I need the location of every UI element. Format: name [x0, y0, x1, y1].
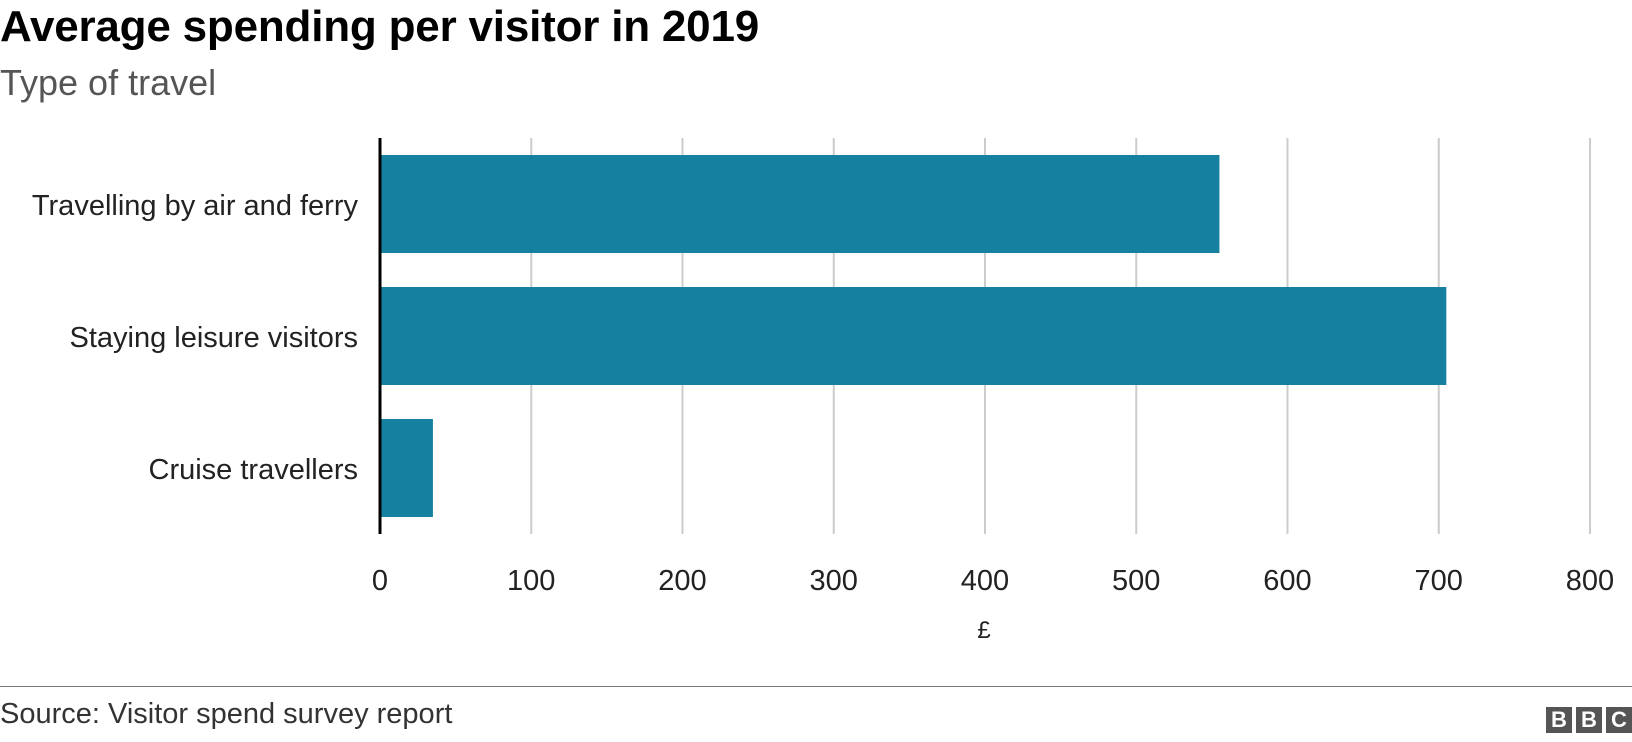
- bars: [380, 155, 1447, 517]
- category-label: Travelling by air and ferry: [32, 190, 359, 222]
- footer-divider: [0, 686, 1632, 687]
- x-tick-label: 400: [961, 565, 1009, 597]
- x-axis-label: £: [977, 617, 990, 644]
- logo-letter: C: [1606, 707, 1632, 733]
- bar: [380, 287, 1447, 385]
- x-tick-label: 100: [507, 565, 555, 597]
- bar-chart: Travelling by air and ferry Staying leisu…: [32, 138, 1614, 644]
- logo-letter: B: [1576, 707, 1602, 733]
- category-label: Staying leisure visitors: [70, 322, 359, 354]
- chart-title: Average spending per visitor in 2019: [0, 2, 759, 51]
- category-labels: Travelling by air and ferry Staying leisu…: [32, 190, 359, 486]
- x-tick-label: 600: [1263, 565, 1311, 597]
- bar: [380, 155, 1220, 253]
- x-tick-label: 200: [658, 565, 706, 597]
- bar: [380, 419, 433, 517]
- category-label: Cruise travellers: [149, 454, 359, 486]
- chart-subtitle: Type of travel: [0, 62, 217, 103]
- x-tick-label: 300: [810, 565, 858, 597]
- x-tick-labels: 0 100 200 300 400 500 600 700 800: [372, 565, 1614, 597]
- bbc-logo: B B C: [1546, 707, 1632, 733]
- source-note: Source: Visitor spend survey report: [0, 698, 453, 730]
- logo-letter: B: [1546, 707, 1572, 733]
- x-tick-label: 0: [372, 565, 388, 597]
- x-tick-label: 800: [1566, 565, 1614, 597]
- x-tick-label: 700: [1415, 565, 1463, 597]
- x-tick-label: 500: [1112, 565, 1160, 597]
